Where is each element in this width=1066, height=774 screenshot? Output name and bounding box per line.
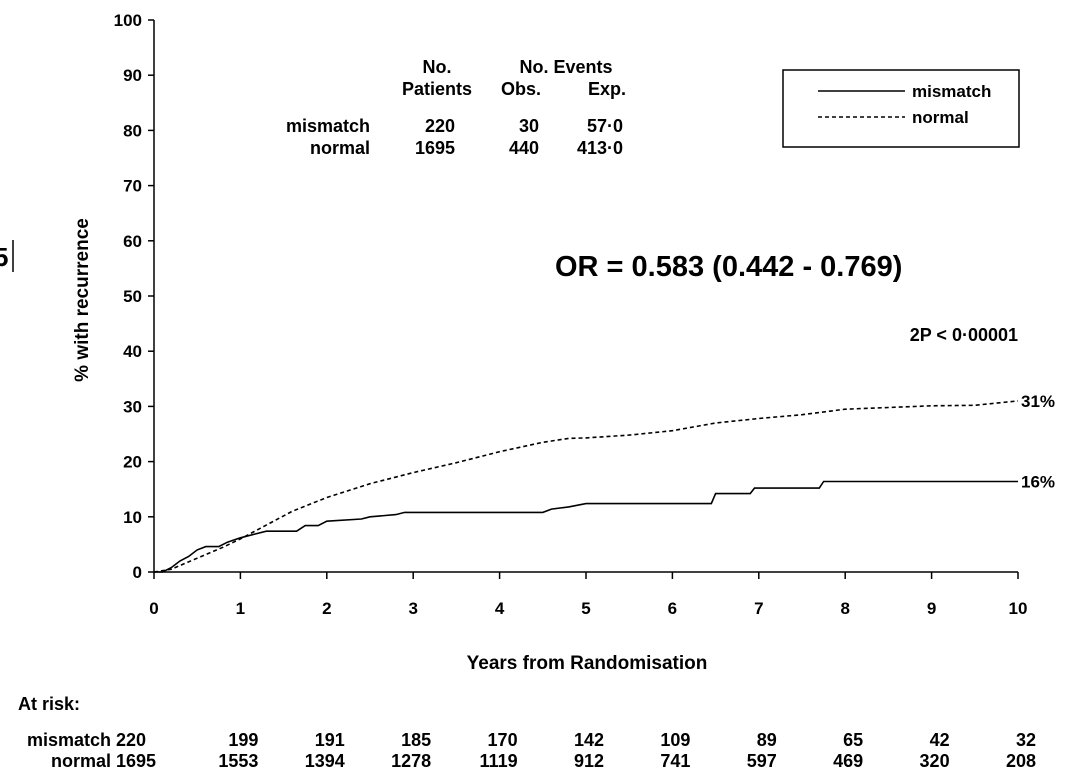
at-risk-value: 142 xyxy=(574,730,604,750)
y-tick-label: 0 xyxy=(133,563,142,582)
at-risk-row-label: normal xyxy=(51,751,111,771)
x-tick-label: 1 xyxy=(236,599,245,618)
legend-label-mismatch: mismatch xyxy=(912,82,991,101)
odds-ratio-annotation: OR = 0.583 (0.442 - 0.769) xyxy=(555,251,902,283)
at-risk-value: 912 xyxy=(574,751,604,771)
axes: 0 10 20 30 40 50 60 70 80 90 100 0 1 2 3 4 5 6 7 8 9 10 xyxy=(114,11,1028,618)
at-risk-value: 208 xyxy=(1006,751,1036,771)
stats-cell-patients: 1695 xyxy=(415,138,455,158)
y-tick-label: 100 xyxy=(114,11,142,30)
stats-header-bottom: Patients xyxy=(402,79,472,99)
x-axis-label: Years from Randomisation xyxy=(467,653,708,674)
x-tick-label: 10 xyxy=(1009,599,1028,618)
at-risk-value: 469 xyxy=(833,751,863,771)
stats-table: No. No. Events Patients Obs. Exp. mismatch 220… xyxy=(286,57,626,158)
stats-cell-label: mismatch xyxy=(286,116,370,136)
at-risk-value: 185 xyxy=(401,730,431,750)
at-risk-value: 65 xyxy=(843,730,863,750)
stats-header-events-top: No. Events xyxy=(519,57,612,77)
stats-cell-patients: 220 xyxy=(425,116,455,136)
stats-cell-exp: 57·0 xyxy=(587,116,623,136)
series-line-mismatch xyxy=(154,480,1018,573)
stats-header-patients-top: No. xyxy=(423,57,452,77)
stats-cell-exp: 413·0 xyxy=(577,138,623,158)
series-end-label-normal: 31% xyxy=(1021,392,1055,411)
x-tick-label: 0 xyxy=(149,599,158,618)
at-risk-value: 320 xyxy=(920,751,950,771)
at-risk-value: 170 xyxy=(488,730,518,750)
at-risk-table: At risk: mismatch 220 199 191 185 170 142 109 89 6… xyxy=(18,694,1036,771)
at-risk-value: 597 xyxy=(747,751,777,771)
at-risk-value: 109 xyxy=(660,730,690,750)
x-tick-label: 8 xyxy=(840,599,849,618)
x-tick-label: 2 xyxy=(322,599,331,618)
y-tick-label: 60 xyxy=(123,232,142,251)
y-axis-label: % with recurrence xyxy=(72,218,93,382)
at-risk-value: 1695 xyxy=(116,751,156,771)
x-tick-label: 7 xyxy=(754,599,763,618)
stats-cell-obs: 440 xyxy=(509,138,539,158)
x-tick-label: 4 xyxy=(495,599,505,618)
at-risk-value: 220 xyxy=(116,730,146,750)
series-end-label-mismatch: 16% xyxy=(1021,472,1055,491)
at-risk-value: 1394 xyxy=(305,751,345,771)
y-tick-label: 40 xyxy=(123,342,142,361)
p-value-annotation: 2P < 0·00001 xyxy=(910,325,1018,345)
at-risk-value: 191 xyxy=(315,730,345,750)
y-tick-label: 30 xyxy=(123,397,142,416)
y-tick-label: 70 xyxy=(123,177,142,196)
x-tick-label: 9 xyxy=(927,599,936,618)
at-risk-title: At risk: xyxy=(18,694,80,714)
stats-header-bottom: Exp. xyxy=(588,79,626,99)
left-edge-fragment: 5 xyxy=(0,242,8,272)
at-risk-row-label: mismatch xyxy=(27,730,111,750)
x-tick-label: 3 xyxy=(408,599,417,618)
legend: mismatch normal xyxy=(782,69,1020,148)
at-risk-value: 741 xyxy=(660,751,690,771)
y-tick-label: 80 xyxy=(123,121,142,140)
legend-label-normal: normal xyxy=(912,108,969,127)
stats-header-bottom: Obs. xyxy=(501,79,541,99)
y-tick-label: 90 xyxy=(123,66,142,85)
at-risk-value: 1119 xyxy=(480,751,518,771)
at-risk-value: 89 xyxy=(757,730,777,750)
series-line-normal xyxy=(153,400,1019,573)
at-risk-value: 1278 xyxy=(391,751,431,771)
at-risk-value: 32 xyxy=(1016,730,1036,750)
at-risk-value: 42 xyxy=(930,730,950,750)
stats-cell-label: normal xyxy=(310,138,370,158)
legend-box xyxy=(782,69,1020,148)
at-risk-value: 1553 xyxy=(218,751,258,771)
y-tick-label: 50 xyxy=(123,287,142,306)
stats-cell-obs: 30 xyxy=(519,116,539,136)
x-tick-label: 5 xyxy=(581,599,590,618)
series-layer: 16% 31% xyxy=(153,392,1055,573)
at-risk-value: 199 xyxy=(228,730,258,750)
y-tick-label: 10 xyxy=(123,508,142,527)
y-tick-label: 20 xyxy=(123,453,142,472)
x-tick-label: 6 xyxy=(668,599,677,618)
